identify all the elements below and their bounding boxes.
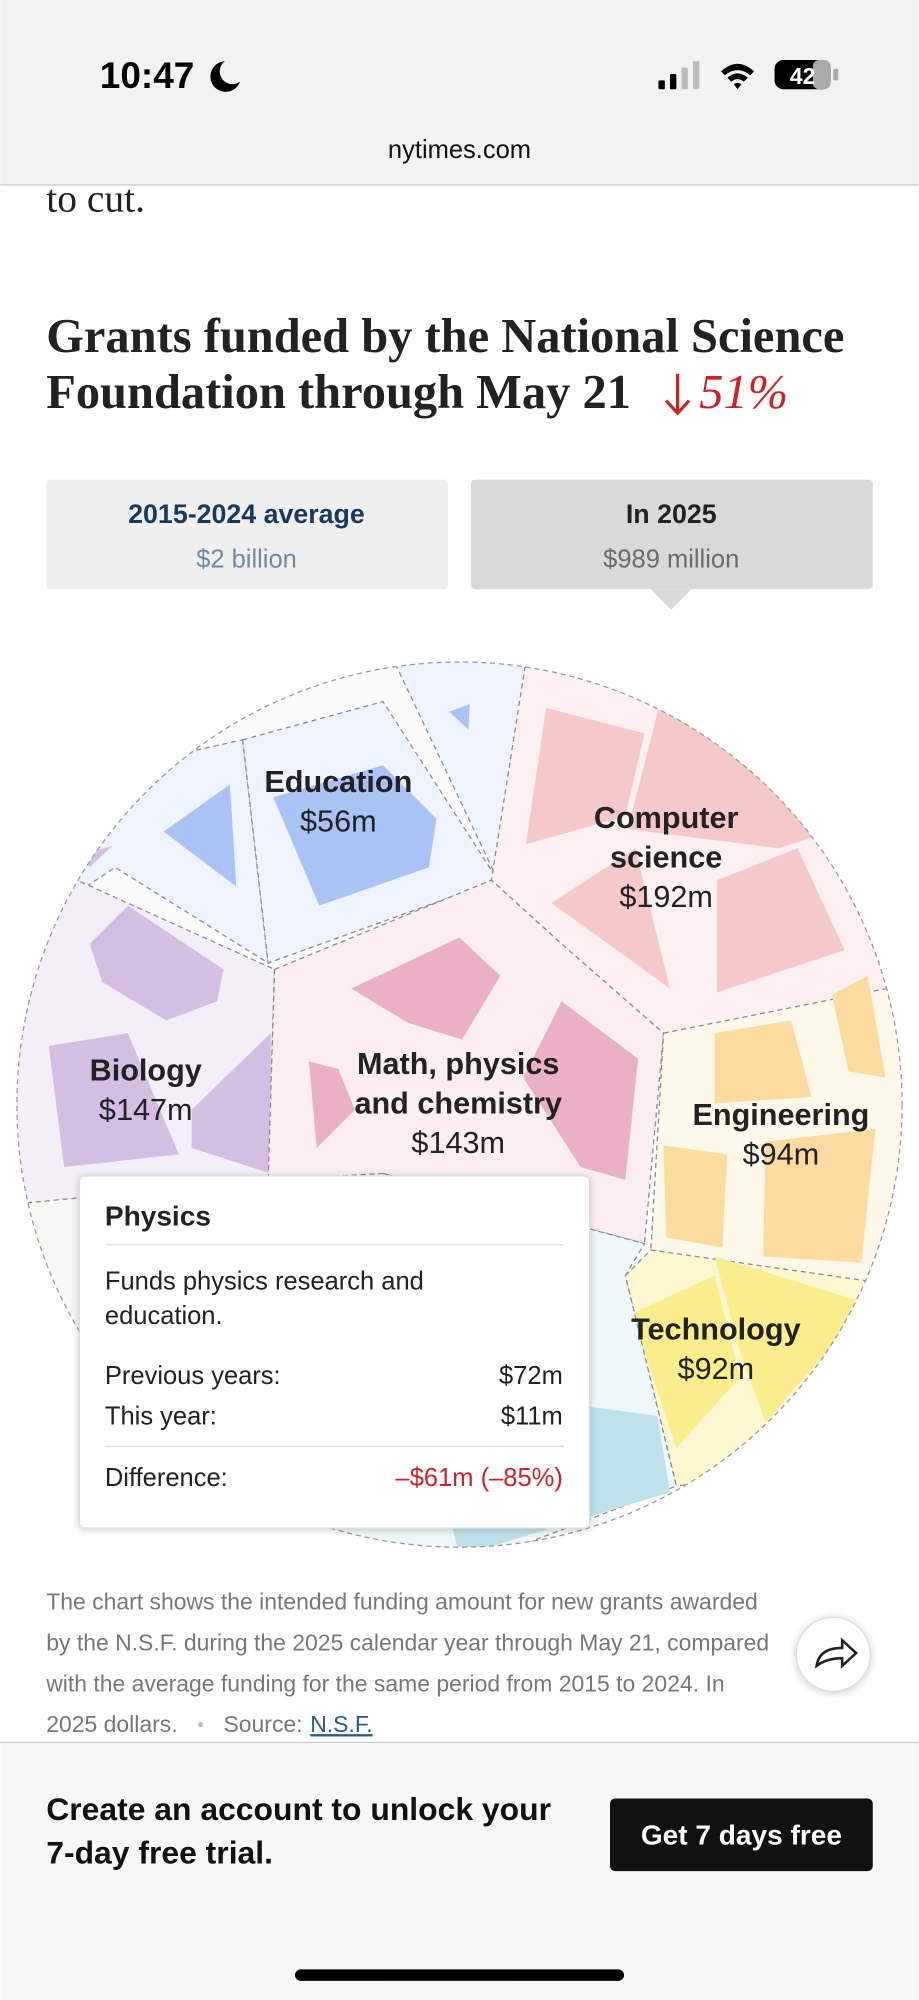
region-amount: $94m xyxy=(743,1138,820,1172)
share-button[interactable] xyxy=(795,1616,871,1692)
cell-inner xyxy=(551,848,670,989)
change: 51% xyxy=(699,366,788,419)
tooltip-row-label: Difference: xyxy=(105,1464,228,1492)
cell-inner xyxy=(83,845,113,868)
battery-empty xyxy=(812,59,831,90)
cell-inner xyxy=(191,1033,271,1174)
tooltip-row-value: $72m xyxy=(499,1362,563,1390)
battery-tip xyxy=(833,68,839,81)
source-label: Source: xyxy=(223,1711,302,1737)
clock: 10:47 xyxy=(100,55,195,96)
tooltip-row-label: This year: xyxy=(105,1403,217,1431)
tooltip-description: education. xyxy=(105,1302,223,1330)
share-icon xyxy=(814,1637,859,1669)
region-name: Computer xyxy=(594,801,739,835)
tooltip-row-value: –$61m (–85%) xyxy=(396,1464,563,1492)
toggle-average[interactable] xyxy=(46,479,449,590)
browser-header xyxy=(0,0,919,185)
graphic-title: Grants funded by the National Science xyxy=(46,310,844,363)
tooltip-row-label: Previous years: xyxy=(105,1362,281,1390)
cell-inner xyxy=(273,765,437,906)
battery-level: 42 xyxy=(790,63,816,89)
tooltip xyxy=(78,1175,591,1529)
home-indicator xyxy=(294,1969,625,1981)
trial-button[interactable] xyxy=(610,1798,873,1872)
cell-inner xyxy=(714,1020,812,1104)
cell-inner xyxy=(351,937,501,1040)
region-amount: $56m xyxy=(300,805,377,839)
article-text: to cut. xyxy=(46,177,145,221)
note-line: The chart shows the intended funding amo… xyxy=(46,1589,758,1615)
cell-inner xyxy=(627,688,832,849)
cell-inner xyxy=(48,1033,179,1168)
tooltip-title: Physics xyxy=(105,1201,211,1232)
cell-inner xyxy=(631,1275,741,1448)
region-name: Technology xyxy=(631,1312,801,1346)
note-line: with the average funding for the same pe… xyxy=(45,1670,724,1696)
cell-inner xyxy=(663,1145,728,1248)
note-line: by the N.S.F. during the 2025 calendar y… xyxy=(46,1630,769,1656)
cell-inner xyxy=(449,704,470,730)
toggle-value: $989 million xyxy=(603,546,739,574)
cell-inner xyxy=(163,784,237,887)
source-link[interactable]: N.S.F. xyxy=(310,1711,372,1737)
moon-icon xyxy=(210,61,241,92)
region-name: Education xyxy=(264,765,412,799)
region-name: Math, physics xyxy=(357,1047,559,1081)
button-label: Get 7 days free xyxy=(641,1819,842,1850)
toggle-2025[interactable] xyxy=(470,479,873,590)
toggle-pointer xyxy=(650,589,692,610)
wifi-icon xyxy=(720,63,755,90)
banner-text: 7-day free trial. xyxy=(46,1835,273,1871)
region-amount: $143m xyxy=(411,1126,505,1160)
graphic-title: Foundation through May 21 xyxy=(46,366,631,419)
tooltip-description: Funds physics research and xyxy=(105,1268,424,1296)
note-line: 2025 dollars. xyxy=(46,1711,177,1737)
region-name: Engineering xyxy=(692,1098,869,1132)
cell-inner xyxy=(831,975,886,1078)
region-amount: $192m xyxy=(619,880,713,914)
region-amount: $147m xyxy=(99,1093,193,1127)
toggle-label: 2015-2024 average xyxy=(128,499,365,529)
tooltip-row-value: $11m xyxy=(501,1403,563,1431)
signal-icon xyxy=(658,61,700,90)
region-name: Biology xyxy=(90,1053,202,1087)
banner-text: Create an account to unlock your xyxy=(46,1791,551,1827)
cell-inner xyxy=(525,707,645,845)
toggle-label: In 2025 xyxy=(626,499,717,529)
cell-inner xyxy=(523,1001,639,1180)
cell-inner xyxy=(308,1061,355,1148)
region-name: and chemistry xyxy=(354,1087,562,1121)
cell-inner xyxy=(717,848,845,993)
cell-inner xyxy=(763,1128,876,1263)
cell-inner xyxy=(714,1256,868,1423)
region-amount: $92m xyxy=(678,1352,755,1386)
note: The chart shows the intended funding amo… xyxy=(45,1589,769,1737)
region-name: science xyxy=(610,840,722,874)
down-arrow xyxy=(664,373,691,416)
chart-outline xyxy=(16,661,903,1548)
separator-dot xyxy=(197,1721,204,1728)
cell-inner xyxy=(89,905,224,1021)
url[interactable]: nytimes.com xyxy=(388,136,531,164)
toggle-value: $2 billion xyxy=(196,546,297,574)
cell[interactable] xyxy=(267,879,665,1245)
tooltip-content: Physics Funds physics research and educati… xyxy=(104,1201,565,1492)
